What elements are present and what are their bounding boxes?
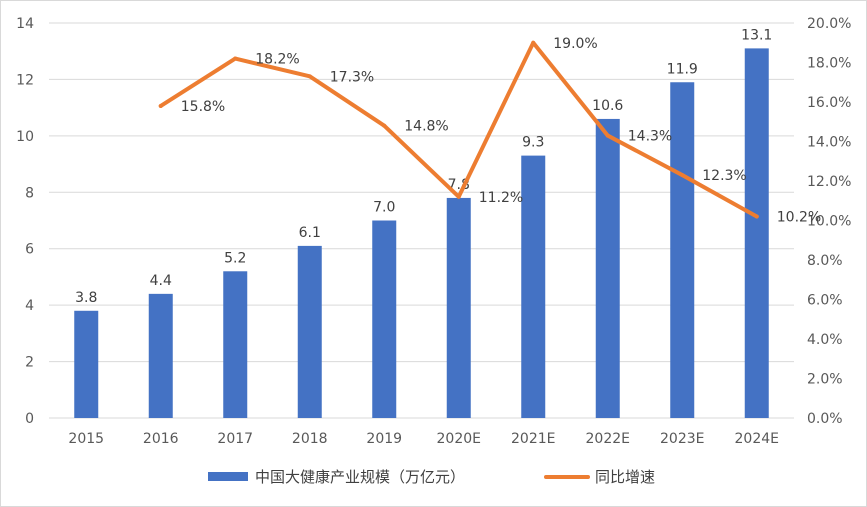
x-axis-tick-label: 2023E [660,431,704,447]
y-axis-tick-label: 4 [25,298,34,314]
bar-data-label: 13.1 [741,27,772,43]
line-point [382,123,387,128]
y2-axis-tick-label: 14.0% [807,135,851,151]
y2-axis-tick-label: 2.0% [807,372,843,388]
y2-axis-tick-label: 8.0% [807,253,843,269]
bar-data-label: 9.3 [522,135,544,151]
bar-data-label: 5.2 [224,250,246,266]
line-point [754,214,759,219]
y2-axis-tick-label: 12.0% [807,174,851,190]
y2-axis-tick-label: 16.0% [807,95,851,111]
x-axis-tick-label: 2018 [292,431,328,447]
y2-axis-tick-label: 20.0% [807,16,851,32]
bar-data-label: 7.0 [373,200,395,216]
line-point [680,173,685,178]
y2-axis-tick-label: 0.0% [807,411,843,427]
line-point [307,74,312,79]
line-data-label: 19.0% [553,36,597,52]
legend-bar-label: 中国大健康产业规模（万亿元） [255,468,465,486]
line-point [531,40,536,45]
bar-data-label: 3.8 [75,290,97,306]
bar-data-label: 10.6 [592,98,623,114]
bar [223,271,248,418]
bar-data-label: 6.1 [299,225,321,241]
bar [372,220,397,418]
y-axis-tick-label: 2 [25,355,34,371]
line-data-label: 17.3% [330,69,374,85]
line-point [605,133,610,138]
legend-bar-swatch [208,472,248,481]
bar [744,48,769,419]
bar [148,293,173,418]
line-data-label: 14.8% [404,119,448,135]
line-data-label: 15.8% [181,99,225,115]
x-axis-tick-label: 2015 [68,431,104,447]
line-point [233,56,238,61]
y-axis-tick-label: 8 [25,185,34,201]
x-axis-tick-label: 2020E [437,431,481,447]
bar-data-label: 4.4 [150,273,172,289]
x-axis-tick-label: 2019 [366,431,402,447]
line-data-label: 14.3% [628,129,672,145]
line-data-label: 12.3% [702,168,746,184]
x-axis-tick-label: 2022E [586,431,630,447]
bar [297,245,322,418]
x-axis-tick-label: 2024E [735,431,779,447]
bar [595,118,620,418]
x-axis-tick-label: 2016 [143,431,179,447]
bar [521,155,546,418]
y-axis-tick-label: 0 [25,411,34,427]
legend-line-label: 同比增速 [595,468,655,486]
line-data-label: 11.2% [479,190,523,206]
bar [74,310,99,418]
x-axis-tick-label: 2021E [511,431,555,447]
x-axis-tick-label: 2017 [217,431,253,447]
y2-axis-tick-label: 18.0% [807,56,851,72]
line-point [456,194,461,199]
y2-axis-tick-label: 10.0% [807,214,851,230]
y-axis-tick-label: 6 [25,242,34,258]
bar [670,82,695,418]
y2-axis-tick-label: 6.0% [807,293,843,309]
bar [446,197,471,418]
line-point [158,103,163,108]
line-data-label: 18.2% [255,52,299,68]
bar-data-label: 11.9 [667,61,698,77]
line-data-label: 10.2% [777,210,821,226]
y-axis-tick-label: 12 [16,72,34,88]
y2-axis-tick-label: 4.0% [807,332,843,348]
y-axis-tick-label: 10 [16,129,34,145]
y-axis-tick-label: 14 [16,16,34,32]
